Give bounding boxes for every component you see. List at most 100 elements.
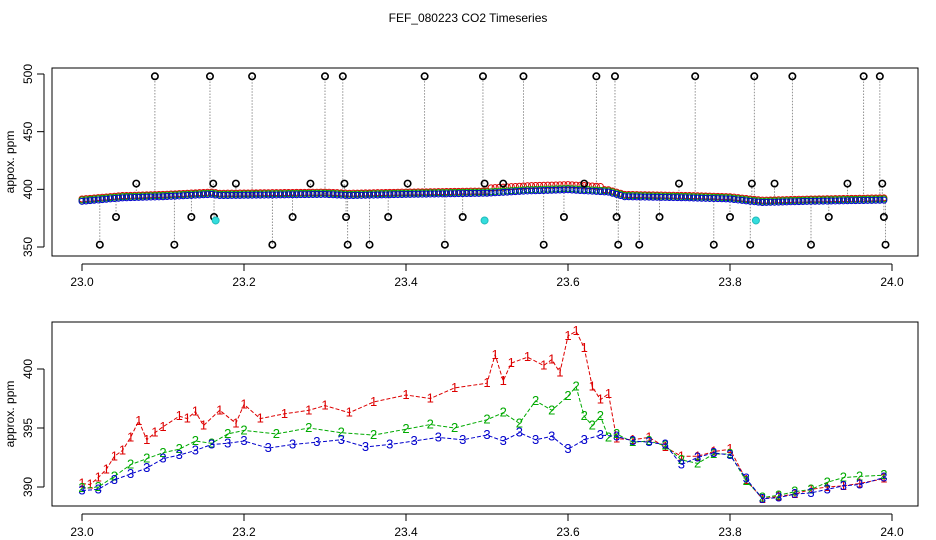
series-2-marker: 2	[176, 441, 183, 456]
series-2-marker: 2	[127, 457, 134, 472]
outlier-point	[559, 213, 568, 222]
series-2-marker: 2	[402, 421, 409, 436]
outlier-point	[879, 213, 888, 222]
series-1-marker: 1	[524, 349, 531, 364]
top-y-axis-label: appox. ppm	[3, 131, 17, 194]
outlier-point	[150, 72, 159, 81]
series-3-point	[410, 190, 418, 198]
series-3-point	[560, 186, 568, 194]
top-y-tick-label: 500	[21, 64, 35, 84]
series-3-marker: 3	[435, 429, 442, 444]
series-3-point	[580, 187, 588, 195]
series-2-marker: 2	[710, 446, 717, 461]
bottom-y-axis-label: approx. ppm	[3, 381, 17, 448]
series-1-marker: 1	[176, 408, 183, 423]
series-1-marker: 1	[540, 357, 547, 372]
series-3-marker: 3	[240, 433, 247, 448]
series-3-point	[860, 196, 868, 204]
series-3-point	[524, 187, 531, 195]
series-3-marker: 3	[500, 433, 507, 448]
series-2-marker: 2	[159, 445, 166, 460]
series-2-marker: 2	[572, 379, 579, 394]
series-3-point	[171, 192, 179, 200]
series-3-point	[750, 198, 758, 206]
series-3-marker: 3	[759, 491, 766, 506]
series-1-marker: 1	[645, 429, 652, 444]
series-3-point	[106, 195, 114, 203]
series-3-point	[771, 198, 779, 206]
top-y-tick-label: 450	[21, 121, 35, 141]
series-3-marker: 3	[95, 481, 102, 496]
top-x-tick-label: 24.0	[880, 275, 904, 289]
series-2-line	[81, 385, 884, 499]
series-3-marker: 3	[564, 441, 571, 456]
outlier-point	[859, 72, 868, 81]
series-1-marker: 1	[143, 432, 150, 447]
outlier-point	[340, 179, 349, 188]
series-3-marker: 3	[694, 450, 701, 465]
bottom-x-tick-label: 24.0	[880, 525, 904, 539]
series-3-line	[81, 432, 885, 500]
series-3-point	[487, 189, 495, 197]
series-3-point	[260, 191, 268, 199]
series-1-point	[548, 181, 556, 189]
series-3-point	[714, 195, 722, 203]
series-1-marker: 1	[605, 386, 612, 401]
outlier-point	[342, 213, 351, 222]
series-3-point	[98, 196, 106, 204]
series-3-point	[426, 190, 434, 198]
series-3-marker: 3	[629, 433, 636, 448]
series-3-point	[645, 193, 653, 201]
series-3-marker: 3	[362, 439, 369, 454]
series-2-marker: 2	[305, 420, 312, 435]
series-3-point	[248, 191, 256, 199]
series-3-point	[293, 191, 301, 199]
flagged-point	[211, 216, 220, 225]
bottom-x-tick-label: 23.8	[718, 525, 742, 539]
series-3-marker: 3	[338, 432, 345, 447]
series-1-marker: 1	[370, 394, 377, 409]
series-3-point	[843, 197, 851, 205]
series-3-point	[572, 186, 580, 194]
outlier-point	[306, 179, 315, 188]
series-3-point	[418, 190, 426, 198]
series-2-marker: 2	[662, 438, 669, 453]
outlier-point	[592, 72, 601, 81]
outlier-point	[458, 213, 467, 222]
series-3-point	[775, 198, 783, 206]
series-1-marker: 1	[775, 488, 782, 503]
series-1-marker: 1	[184, 411, 191, 426]
top-y-axis: 350 400 450 500	[21, 64, 45, 257]
series-3-point	[698, 194, 706, 202]
series-3-point	[317, 190, 325, 198]
outlier-point	[709, 240, 718, 249]
series-3-marker: 3	[548, 428, 555, 443]
series-1-point	[588, 182, 596, 190]
series-2-marker: 2	[338, 425, 345, 440]
series-1-point	[572, 181, 580, 189]
series-2-marker: 2	[824, 474, 831, 489]
series-3-point	[738, 196, 746, 204]
series-3-marker: 3	[143, 460, 150, 475]
series-2-marker: 2	[775, 487, 782, 502]
series-3-point	[722, 195, 730, 203]
series-3-point	[848, 197, 855, 205]
series-1-point	[540, 181, 548, 189]
series-1-point	[564, 181, 572, 189]
series-3-point	[94, 196, 102, 204]
series-1-point	[491, 184, 499, 192]
series-3-point	[127, 194, 135, 202]
outlier-point	[519, 72, 528, 81]
series-3-point	[195, 191, 203, 199]
series-3-point	[143, 193, 151, 201]
outlier-point	[384, 213, 393, 222]
series-3-point	[353, 191, 361, 199]
bottom-x-tick-label: 23.0	[70, 525, 94, 539]
series-1-marker: 1	[581, 340, 588, 355]
series-3-point	[175, 192, 183, 200]
outlier-point	[746, 240, 755, 249]
series-1-point	[515, 182, 523, 190]
series-3-point	[681, 194, 689, 202]
series-3-point	[758, 198, 766, 206]
